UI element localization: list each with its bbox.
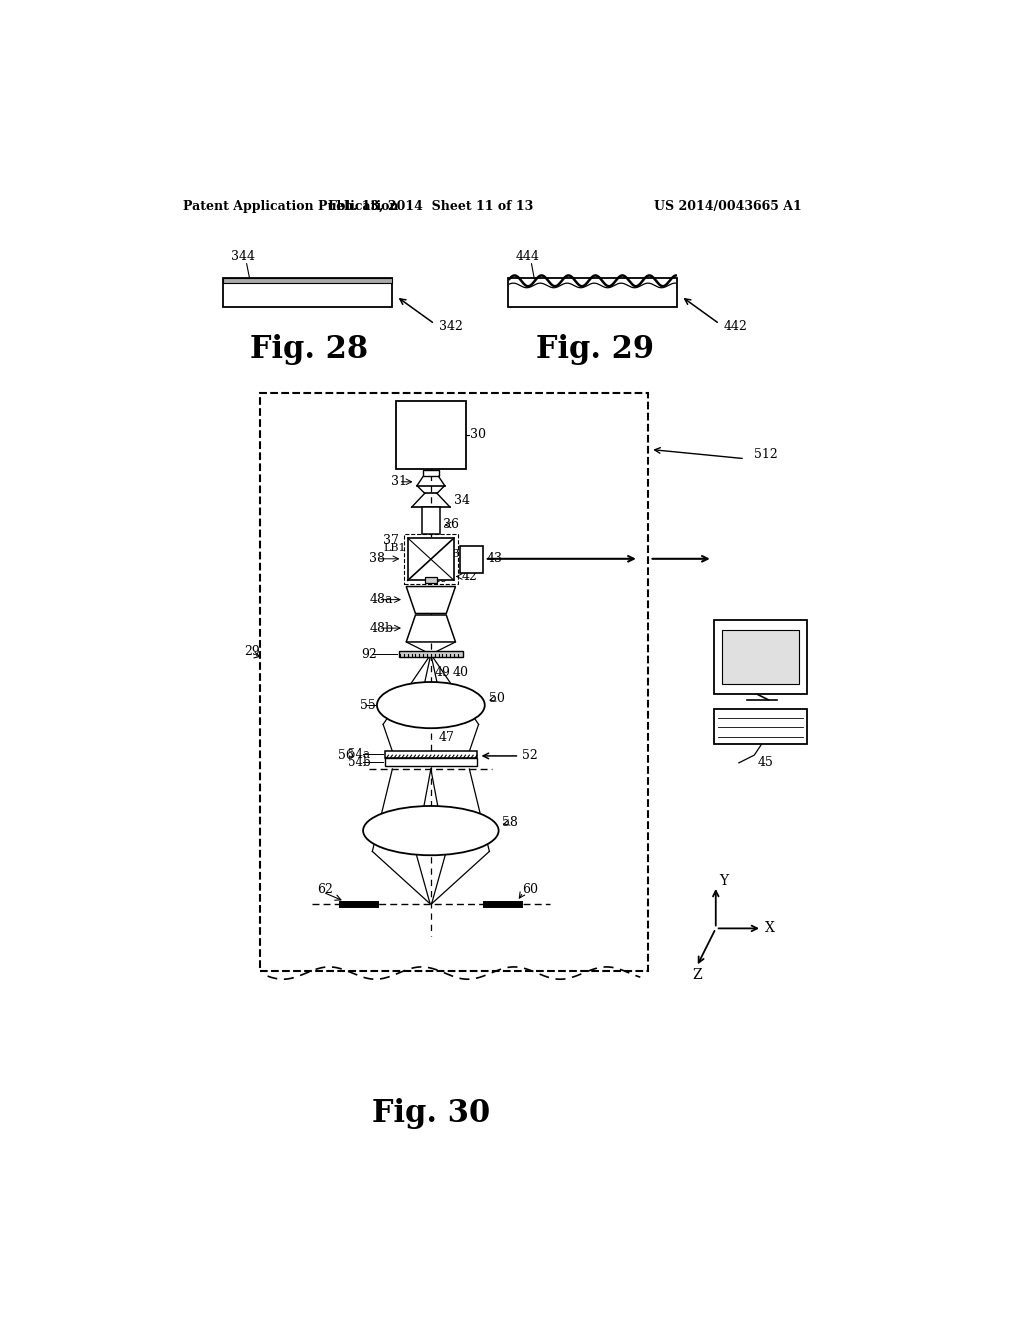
Bar <box>398 651 463 657</box>
Bar <box>349 277 354 280</box>
Text: 58: 58 <box>503 816 518 829</box>
Bar <box>242 277 246 280</box>
Bar <box>257 277 261 280</box>
Text: 49: 49 <box>435 667 451 680</box>
Text: 37: 37 <box>383 533 399 546</box>
Text: 47: 47 <box>438 731 455 744</box>
Text: Fig. 28: Fig. 28 <box>250 334 369 364</box>
Text: LB1: LB1 <box>383 543 406 553</box>
Text: 54b: 54b <box>348 755 371 768</box>
Bar <box>318 277 323 280</box>
Text: 42: 42 <box>462 570 477 583</box>
Text: 344: 344 <box>230 251 255 264</box>
Bar <box>326 277 331 280</box>
Bar <box>714 620 807 693</box>
Bar <box>508 277 677 308</box>
Text: 30: 30 <box>470 428 486 441</box>
Bar <box>365 277 370 280</box>
Text: X: X <box>765 921 775 936</box>
Text: 50: 50 <box>488 693 505 705</box>
Bar <box>233 277 239 280</box>
Bar <box>249 277 254 280</box>
Text: 60: 60 <box>521 883 538 896</box>
Bar <box>223 277 392 308</box>
Text: 62: 62 <box>316 883 333 896</box>
Text: 45: 45 <box>758 756 774 770</box>
Bar <box>388 277 392 280</box>
Text: 342: 342 <box>438 319 463 333</box>
Text: US 2014/0043665 A1: US 2014/0043665 A1 <box>654 199 802 213</box>
Text: 56: 56 <box>339 748 354 762</box>
Bar <box>357 277 361 280</box>
Bar <box>396 401 466 469</box>
Text: Patent Application Publication: Patent Application Publication <box>183 199 398 213</box>
Bar <box>288 277 292 280</box>
Text: Y: Y <box>719 874 728 887</box>
Text: 38: 38 <box>370 552 385 565</box>
Bar <box>422 507 440 535</box>
Text: LB2: LB2 <box>444 549 467 560</box>
Text: 444: 444 <box>515 251 540 264</box>
Bar <box>334 277 339 280</box>
Bar <box>272 277 276 280</box>
Ellipse shape <box>377 682 484 729</box>
Bar <box>385 751 477 758</box>
Text: 40: 40 <box>453 667 468 680</box>
Bar <box>373 277 377 280</box>
Bar <box>425 577 437 582</box>
Polygon shape <box>408 539 454 581</box>
Text: 36: 36 <box>443 519 459 532</box>
Bar <box>508 277 677 308</box>
Text: 34: 34 <box>454 494 470 507</box>
Text: 54a: 54a <box>348 748 370 760</box>
Bar <box>722 631 799 684</box>
Text: 31: 31 <box>391 475 407 488</box>
Ellipse shape <box>364 807 499 855</box>
Text: 48b: 48b <box>370 622 393 635</box>
Polygon shape <box>407 615 456 642</box>
Text: Fig. 30: Fig. 30 <box>372 1098 489 1129</box>
Text: 46: 46 <box>432 573 447 585</box>
Bar <box>280 277 285 280</box>
Bar <box>295 277 300 280</box>
Text: 43: 43 <box>486 552 503 565</box>
Text: 55: 55 <box>360 698 376 711</box>
Bar <box>460 545 483 573</box>
Bar <box>403 535 458 585</box>
Bar <box>260 393 648 970</box>
Bar <box>310 277 315 280</box>
Text: 442: 442 <box>724 319 748 333</box>
Text: 48a: 48a <box>370 593 393 606</box>
Bar <box>380 277 385 280</box>
Text: Z: Z <box>692 968 702 982</box>
Text: 512: 512 <box>755 449 778 462</box>
Bar <box>423 470 438 477</box>
Polygon shape <box>407 586 456 614</box>
Text: 52: 52 <box>521 750 538 763</box>
Bar <box>714 709 807 743</box>
Bar <box>226 277 230 280</box>
Text: 92: 92 <box>361 648 377 661</box>
Bar <box>223 277 392 308</box>
Bar <box>342 277 346 280</box>
Bar <box>385 758 477 766</box>
Bar <box>264 277 269 280</box>
Bar <box>385 758 477 766</box>
Text: Fig. 29: Fig. 29 <box>536 334 654 364</box>
Bar <box>223 277 392 284</box>
Bar <box>303 277 307 280</box>
Text: Feb. 13, 2014  Sheet 11 of 13: Feb. 13, 2014 Sheet 11 of 13 <box>329 199 534 213</box>
Text: 29: 29 <box>245 644 260 657</box>
